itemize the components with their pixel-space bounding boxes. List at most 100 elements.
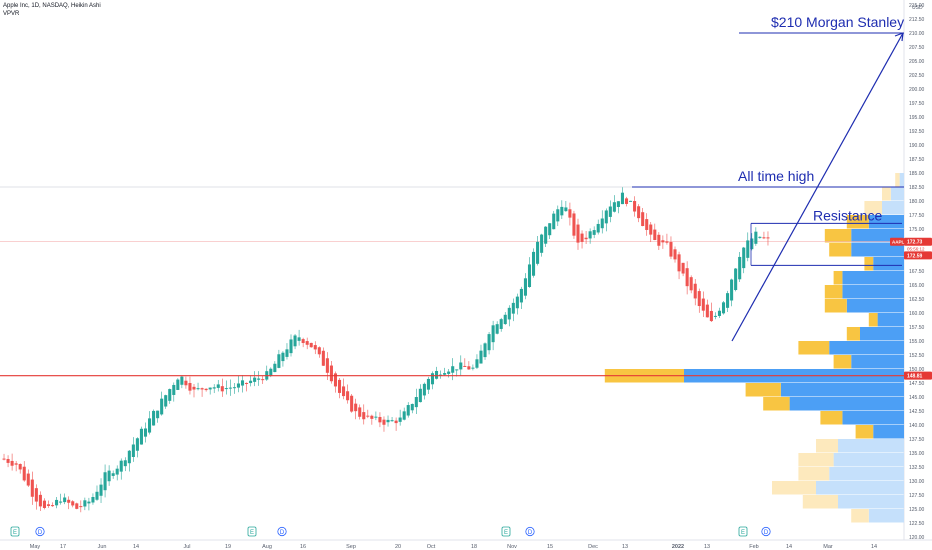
x-tick-label: 16 [300, 544, 306, 550]
candle-body [548, 223, 552, 236]
volume-profile-up-bar [860, 327, 904, 341]
y-tick-label: 152.50 [909, 353, 925, 359]
currency-label: USD [912, 5, 923, 11]
y-tick-label: 187.50 [909, 157, 925, 163]
volume-profile-up-bar [842, 411, 904, 425]
candle-body [467, 366, 471, 370]
candle-body [584, 237, 588, 240]
event-marker-label: E [250, 530, 254, 536]
candle-body [414, 397, 418, 408]
earnings-marker [247, 526, 257, 537]
candle-body [536, 241, 540, 264]
volume-profile-up-bar [846, 299, 904, 313]
candle-body [495, 324, 499, 334]
candle-body [624, 198, 629, 204]
candle-body [734, 268, 738, 291]
candle-body [721, 302, 726, 314]
candle-body [240, 380, 245, 386]
candle-body [273, 363, 277, 373]
y-tick-label: 197.50 [909, 101, 925, 107]
candle-body [394, 420, 398, 424]
candle-body [38, 494, 42, 507]
candle-body [83, 500, 87, 507]
volume-profile-down-bar [798, 453, 834, 467]
candle-body [398, 417, 402, 422]
candle-body [499, 319, 503, 329]
x-tick-label: May [30, 544, 41, 550]
lower-price-tag-bg [904, 251, 932, 260]
candle-body [123, 460, 127, 467]
candle-body [483, 343, 487, 358]
candle-body [63, 497, 67, 503]
candle-body [641, 212, 645, 227]
volume-profile-up-bar [868, 215, 904, 229]
candle-body [612, 202, 616, 212]
earnings-marker [501, 526, 511, 537]
candle-body [127, 450, 131, 464]
y-tick-label: 137.50 [909, 437, 925, 443]
candle-body [107, 470, 111, 482]
y-tick-label: 207.50 [909, 45, 925, 51]
y-tick-label: 177.50 [909, 213, 925, 219]
candle-body [669, 242, 673, 257]
earnings-marker [738, 526, 748, 537]
candle-body [471, 367, 475, 369]
volume-profile-down-bar [864, 257, 874, 271]
volume-profile-up-bar [882, 201, 904, 215]
volume-profile-down-bar [772, 481, 816, 495]
candle-body [208, 387, 212, 390]
candle-body [269, 368, 273, 376]
candle-body [95, 491, 99, 500]
y-tick-label: 195.00 [909, 115, 925, 121]
x-tick-label: Aug [262, 544, 272, 550]
candle-body [633, 201, 637, 212]
candle-body [281, 352, 285, 362]
countdown-label: 05:56:12 [907, 247, 925, 252]
candle-body [245, 382, 249, 384]
candle-body [224, 388, 228, 390]
candle-body [22, 466, 26, 481]
candle-body [236, 383, 240, 388]
candle-body [115, 468, 119, 475]
x-tick-label: 17 [60, 544, 66, 550]
volume-profile-down-bar [846, 215, 869, 229]
x-tick-label: Jul [183, 544, 190, 550]
volume-profile-up-bar [816, 481, 904, 495]
candle-body [430, 373, 435, 385]
candle-body [649, 224, 653, 235]
candle-body [354, 403, 358, 412]
x-tick-label: 13 [704, 544, 710, 550]
candle-body [180, 376, 184, 385]
candle-body [645, 219, 649, 230]
candle-body [285, 349, 289, 357]
dividend-marker [525, 526, 535, 537]
candle-body [463, 365, 467, 367]
candle-body [346, 391, 350, 401]
y-tick-label: 157.50 [909, 325, 925, 331]
candle-body [143, 428, 148, 437]
candle-body [402, 411, 406, 420]
x-tick-label: 20 [395, 544, 401, 550]
candle-body [693, 283, 697, 299]
trend-arrow-line [731, 32, 904, 342]
candle-body [620, 192, 624, 205]
candle-body [580, 233, 584, 242]
candle-body [742, 247, 746, 269]
candle-body [192, 386, 196, 390]
volume-profile-up-bar [851, 243, 904, 257]
candle-body [511, 302, 515, 314]
candle-body [172, 384, 176, 395]
candle-body [253, 377, 257, 382]
candle-body [572, 213, 576, 236]
candle-body [515, 296, 519, 309]
symbol-tag: AAPL [892, 240, 905, 245]
x-tick-label: 14 [133, 544, 139, 550]
candle-body [103, 472, 107, 491]
y-tick-label: 125.00 [909, 507, 925, 513]
volume-profile-down-bar [798, 341, 830, 355]
candle-body [119, 460, 123, 472]
y-tick-label: 160.00 [909, 311, 925, 317]
volume-profile-up-bar [842, 271, 904, 285]
candle-body [705, 304, 709, 318]
